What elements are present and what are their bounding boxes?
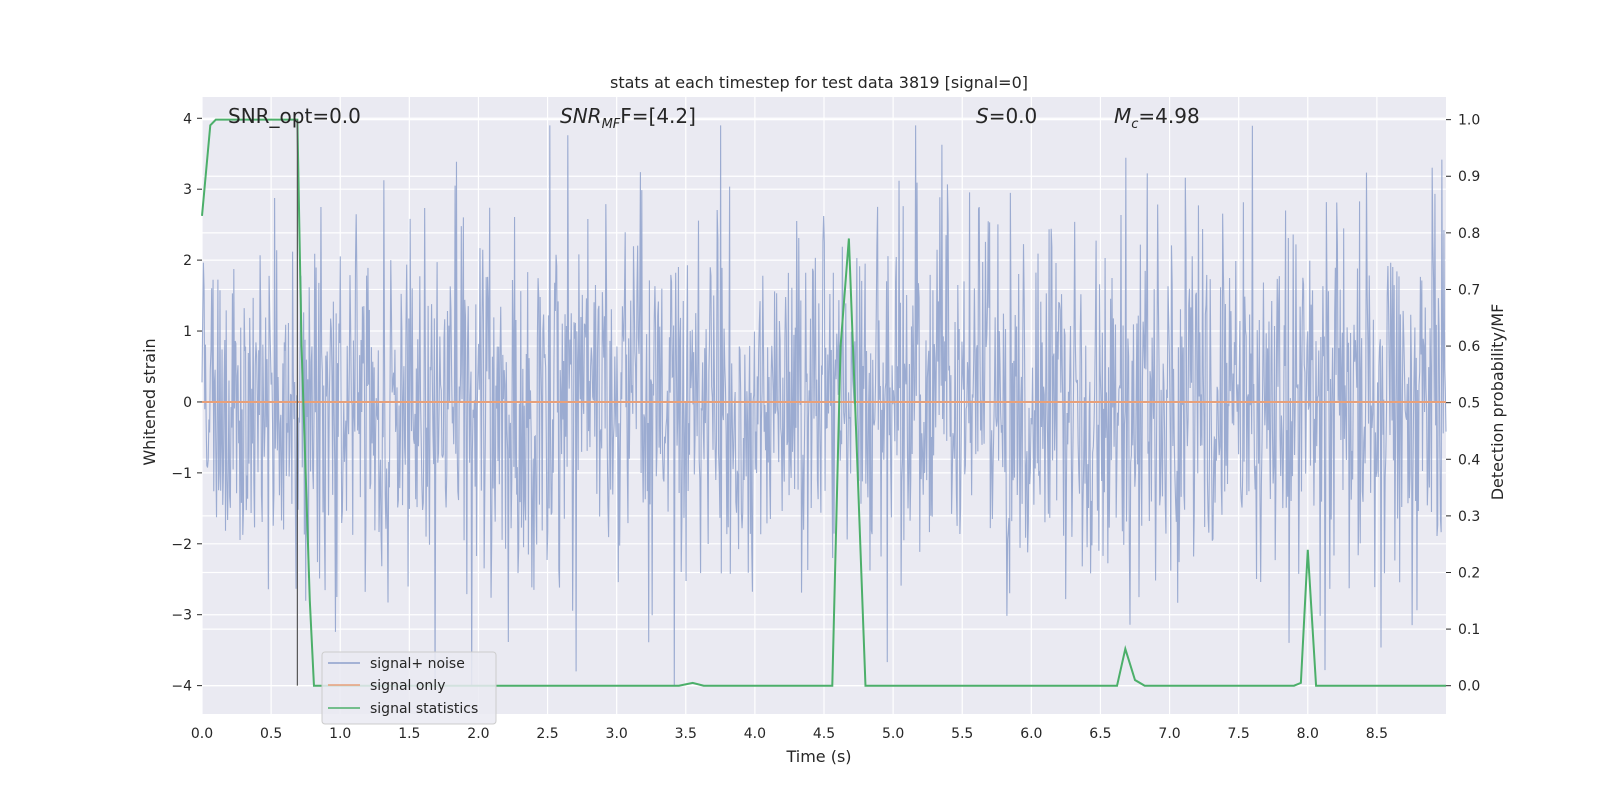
y-right-tick-label: 1.0 [1458,113,1480,129]
x-tick-label: 8.5 [1366,726,1388,742]
noise-line [201,125,1447,686]
annotation-mc: Mc=4.98 [1114,104,1200,132]
y-left-tick-label: −3 [171,608,192,624]
y-right-tick-label: 0.9 [1458,169,1480,185]
x-tick-label: 5.0 [882,726,904,742]
x-tick-label: 4.5 [813,726,835,742]
x-tick-label: 6.5 [1089,726,1111,742]
y-left-tick-label: 2 [183,253,192,269]
x-tick-label: 1.0 [329,726,351,742]
series-signal-plus-noise [201,125,1447,686]
x-tick-label: 2.0 [467,726,489,742]
y-left-tick-label: 3 [183,182,192,198]
x-tick-label: 0.0 [191,726,213,742]
y-right-tick-label: 0.3 [1458,509,1480,525]
y-right-tick-label: 0.2 [1458,565,1480,581]
y-right-tick-label: 0.6 [1458,339,1480,355]
y-right-tick-label: 0.7 [1458,282,1480,298]
y-right-tick-labels: 1.0 0.9 0.8 0.7 0.6 0.5 0.4 0.3 0.2 0.1 0.0 [1446,113,1480,695]
x-tick-labels: 0.0 0.5 1.0 1.5 2.0 2.5 3.0 3.5 4.0 4.5 5.0 5.5 6.0 6… [191,726,1388,742]
x-tick-label: 5.5 [951,726,973,742]
y-right-tick-label: 0.8 [1458,226,1480,242]
annotation-snr-opt: SNR_opt=0.0 [228,104,361,128]
legend-label-noise: signal+ noise [370,656,465,672]
x-tick-label: 7.0 [1158,726,1180,742]
y-left-tick-label: −4 [171,679,192,695]
legend-label-stats: signal statistics [370,701,478,717]
x-tick-label: 1.5 [398,726,420,742]
legend: signal+ noise signal only signal statist… [321,651,497,725]
x-tick-label: 0.5 [260,726,282,742]
annotation-snr-mf: SNRMFF=[4.2] [560,104,696,132]
y-left-tick-label: −2 [171,537,192,553]
y-right-tick-label: 0.1 [1458,622,1480,638]
x-tick-label: 7.5 [1228,726,1250,742]
y-right-tick-label: 0.5 [1458,396,1480,412]
legend-box [321,651,497,725]
x-tick-label: 2.5 [536,726,558,742]
x-tick-label: 3.0 [606,726,628,742]
x-tick-label: 8.0 [1297,726,1319,742]
y-right-tick-label: 0.4 [1458,452,1480,468]
y-right-tick-label: 0.0 [1458,679,1480,695]
grid-lines [201,97,1446,714]
y-left-tick-labels: 4 3 2 1 0 −1 −2 −3 −4 [171,111,202,695]
chart-title: stats at each timestep for test data 381… [610,73,1028,92]
annotation-s: S=0.0 [976,104,1037,128]
y-left-tick-label: −1 [171,466,192,482]
legend-label-signal: signal only [370,678,445,694]
x-tick-label: 3.5 [675,726,697,742]
signal-statistics-line [201,118,1446,687]
y-left-tick-label: 0 [183,395,192,411]
series-signal-statistics [201,118,1446,687]
x-tick-label: 6.0 [1020,726,1042,742]
y-left-tick-label: 4 [183,111,192,127]
y-right-axis-label: Detection probability/MF [1488,304,1507,501]
x-axis-label: Time (s) [785,747,851,766]
y-left-axis-label: Whitened strain [140,338,159,465]
y-left-tick-label: 1 [183,324,192,340]
x-tick-label: 4.0 [744,726,766,742]
